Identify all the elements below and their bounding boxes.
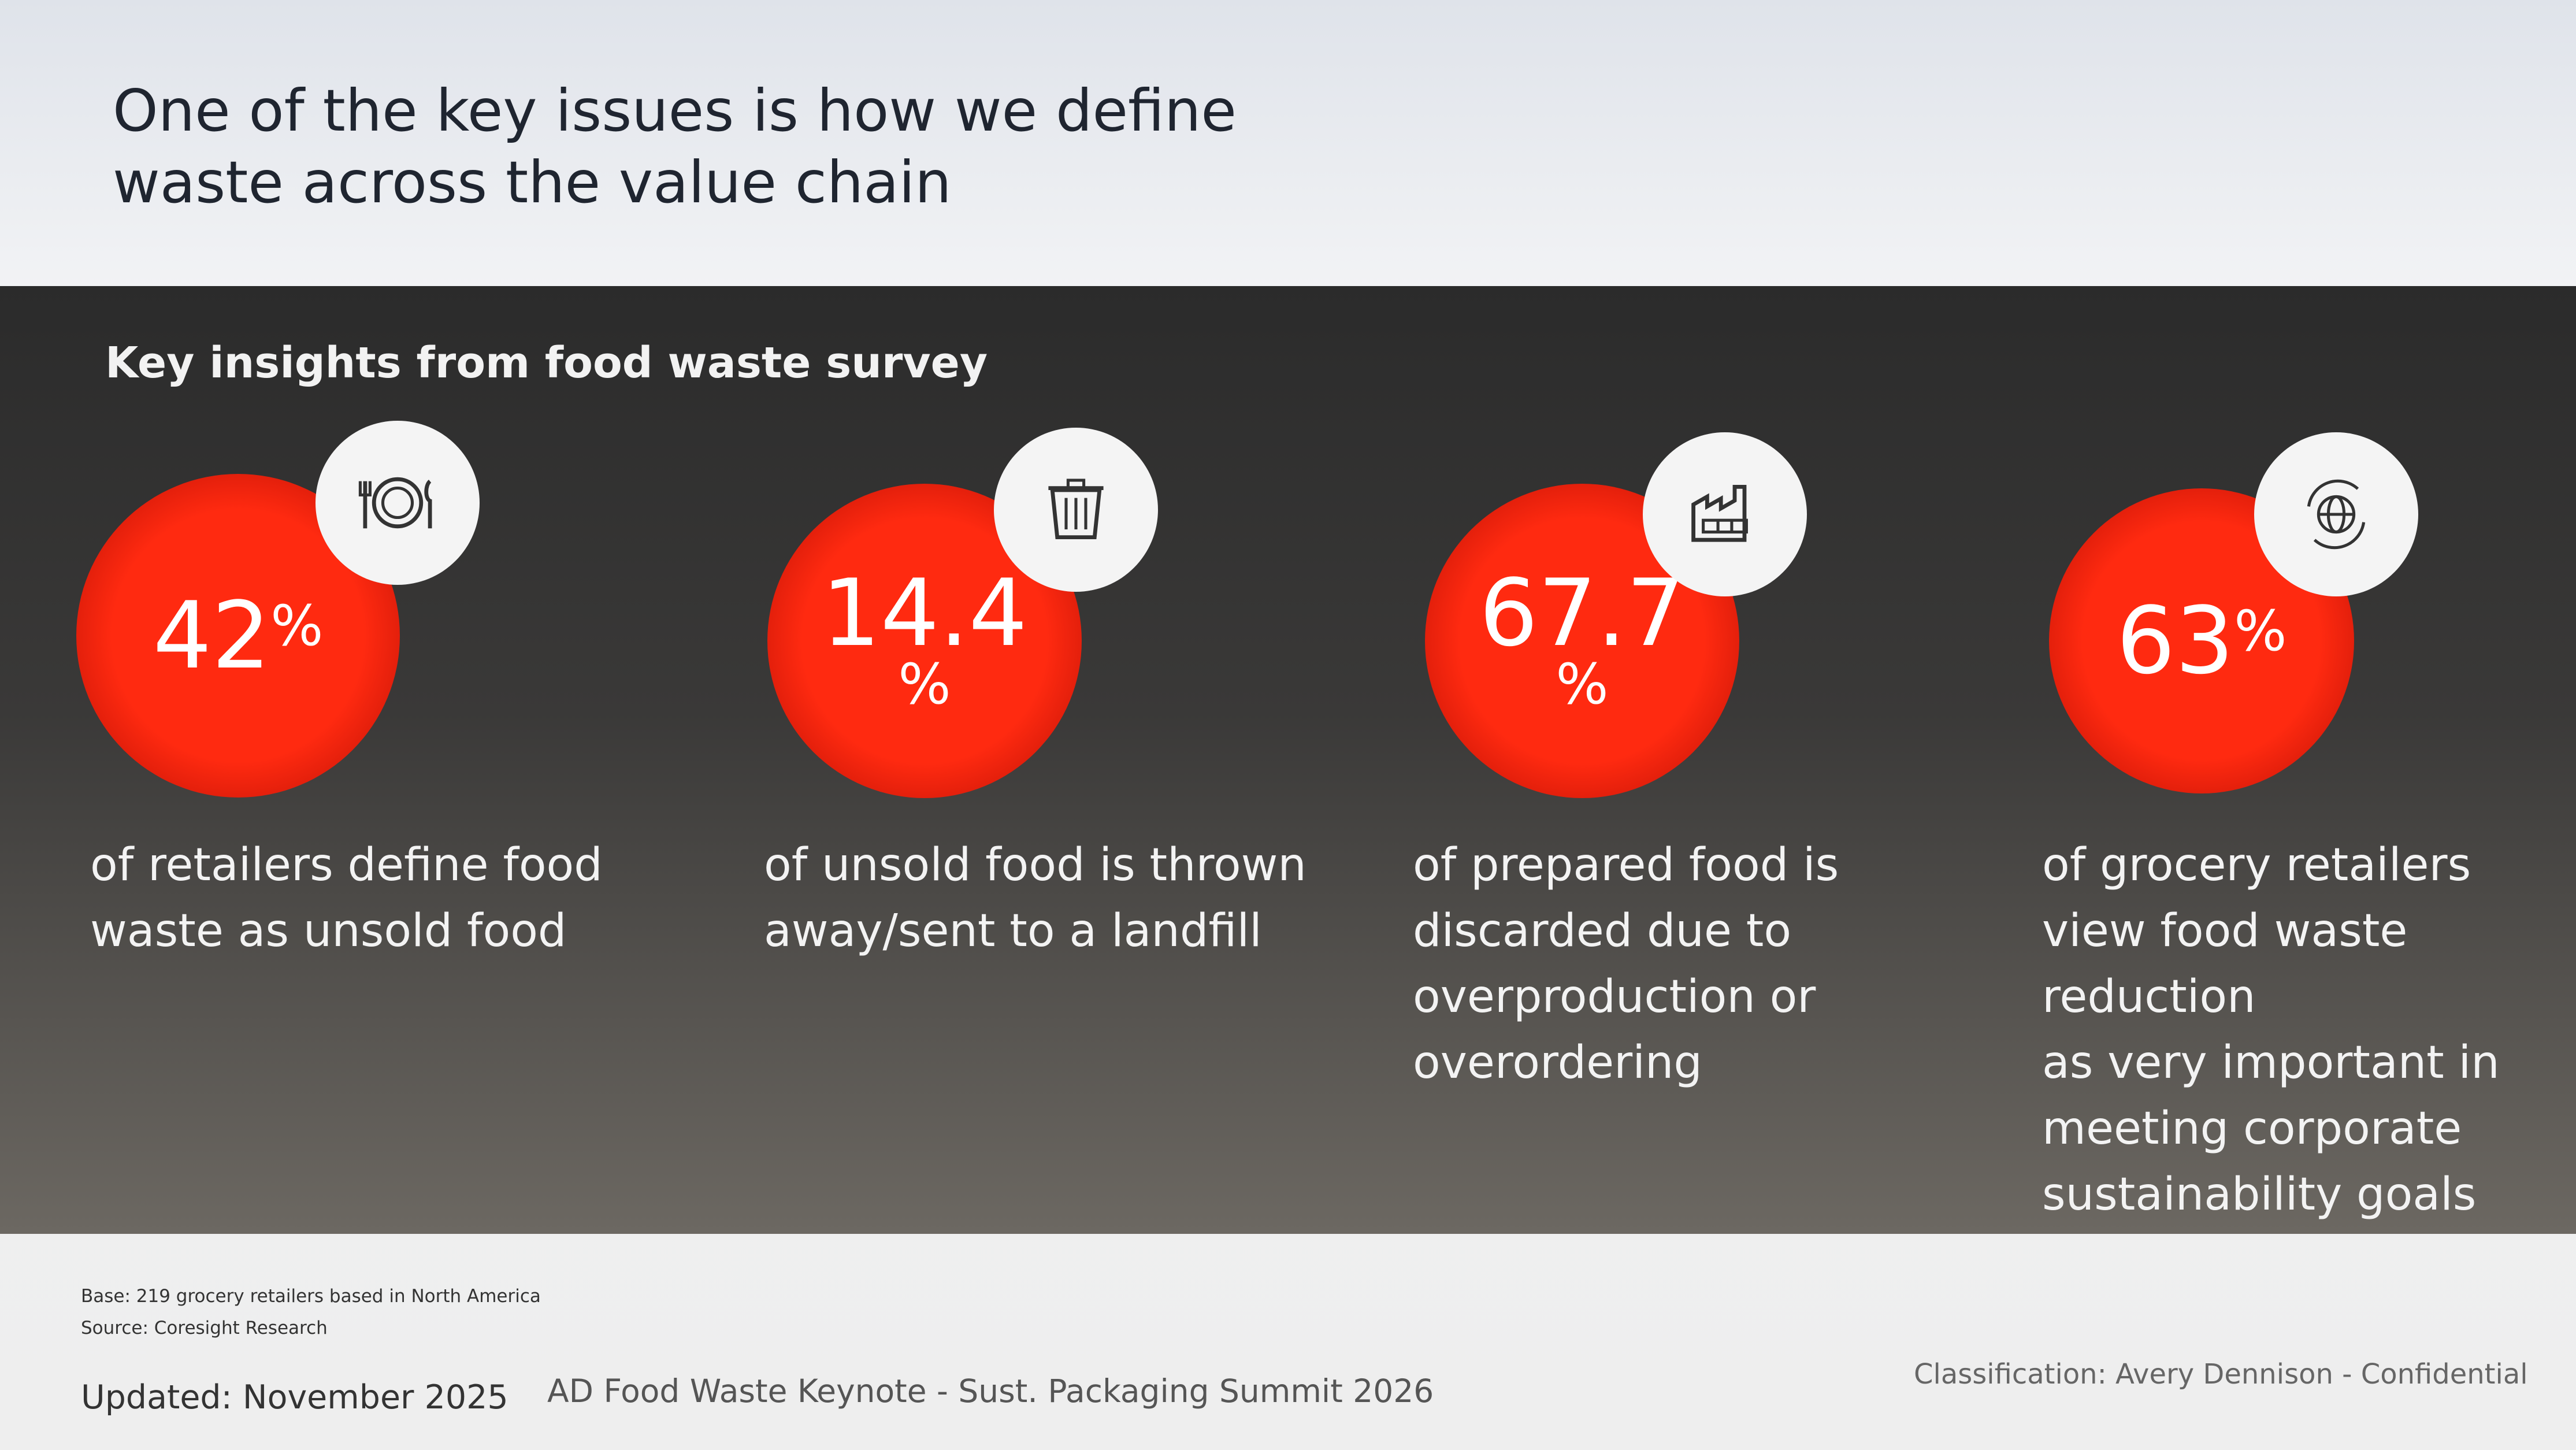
stat-circle: 67.7% bbox=[1425, 484, 1739, 798]
stat-unit: % bbox=[898, 652, 951, 717]
stat-number: 67.7 bbox=[1479, 559, 1686, 667]
stat-description: of prepared food is discarded due to overp… bbox=[1413, 832, 1839, 1096]
description-line: waste as unsold food bbox=[90, 905, 567, 957]
stat-unit: % bbox=[2234, 599, 2287, 663]
stat-number: 63 bbox=[2116, 587, 2234, 695]
base-note: Base: 219 grocery retailers based in Nor… bbox=[81, 1286, 541, 1307]
icon bbox=[2307, 479, 2366, 550]
stat-icon bbox=[1643, 432, 1807, 596]
description-line: of prepared food is bbox=[1413, 839, 1839, 891]
description-line: view food waste reduction bbox=[2042, 905, 2408, 1023]
stat-number: 14.4 bbox=[821, 559, 1028, 667]
stat-number: 42 bbox=[153, 581, 271, 689]
description-line: sustainability goals bbox=[2042, 1169, 2477, 1221]
stat-value: 67.7% bbox=[1479, 559, 1686, 717]
stat-value: 14.4% bbox=[821, 559, 1028, 717]
stat-icon bbox=[315, 421, 480, 585]
description-line: of grocery retailers bbox=[2042, 839, 2471, 891]
stat-description: of grocery retailers view food waste redu… bbox=[2042, 832, 2576, 1228]
section-heading: Key insights from food waste survey bbox=[105, 338, 988, 388]
stat-value: 63% bbox=[2116, 587, 2287, 695]
stat-unit: % bbox=[270, 594, 324, 658]
description-line: of retailers define food bbox=[90, 839, 603, 891]
deck-name: AD Food Waste Keynote - Sust. Packaging … bbox=[547, 1373, 1434, 1410]
stat-icon bbox=[994, 428, 1158, 592]
icon bbox=[1048, 479, 1104, 539]
icon bbox=[1691, 485, 1748, 542]
icon bbox=[358, 477, 432, 529]
stat-unit: % bbox=[1556, 652, 1609, 717]
stat-icon bbox=[2254, 432, 2418, 596]
stat-value: 42% bbox=[153, 581, 324, 689]
description-line: away/sent to a landfill bbox=[764, 905, 1262, 957]
description-line: meeting corporate bbox=[2042, 1103, 2462, 1155]
description-line: overproduction or bbox=[1413, 971, 1816, 1023]
description-line: as very important in bbox=[2042, 1037, 2500, 1089]
stat-description: of unsold food is thrown away/sent to a l… bbox=[764, 832, 1306, 964]
description-line: overordering bbox=[1413, 1037, 1702, 1089]
title: One of the key issues is how we define w… bbox=[113, 75, 1237, 218]
description-line: discarded due to bbox=[1413, 905, 1792, 957]
title-line: waste across the value chain bbox=[113, 149, 952, 216]
updated: Updated: November 2025 bbox=[81, 1378, 508, 1416]
title-line: One of the key issues is how we define bbox=[113, 77, 1237, 144]
description-line: of unsold food is thrown bbox=[764, 839, 1306, 891]
classification: Classification: Avery Dennison - Confide… bbox=[1914, 1358, 2528, 1390]
stat-description: of retailers define food waste as unsold … bbox=[90, 832, 603, 964]
source-note: Source: Coresight Research bbox=[81, 1318, 328, 1338]
